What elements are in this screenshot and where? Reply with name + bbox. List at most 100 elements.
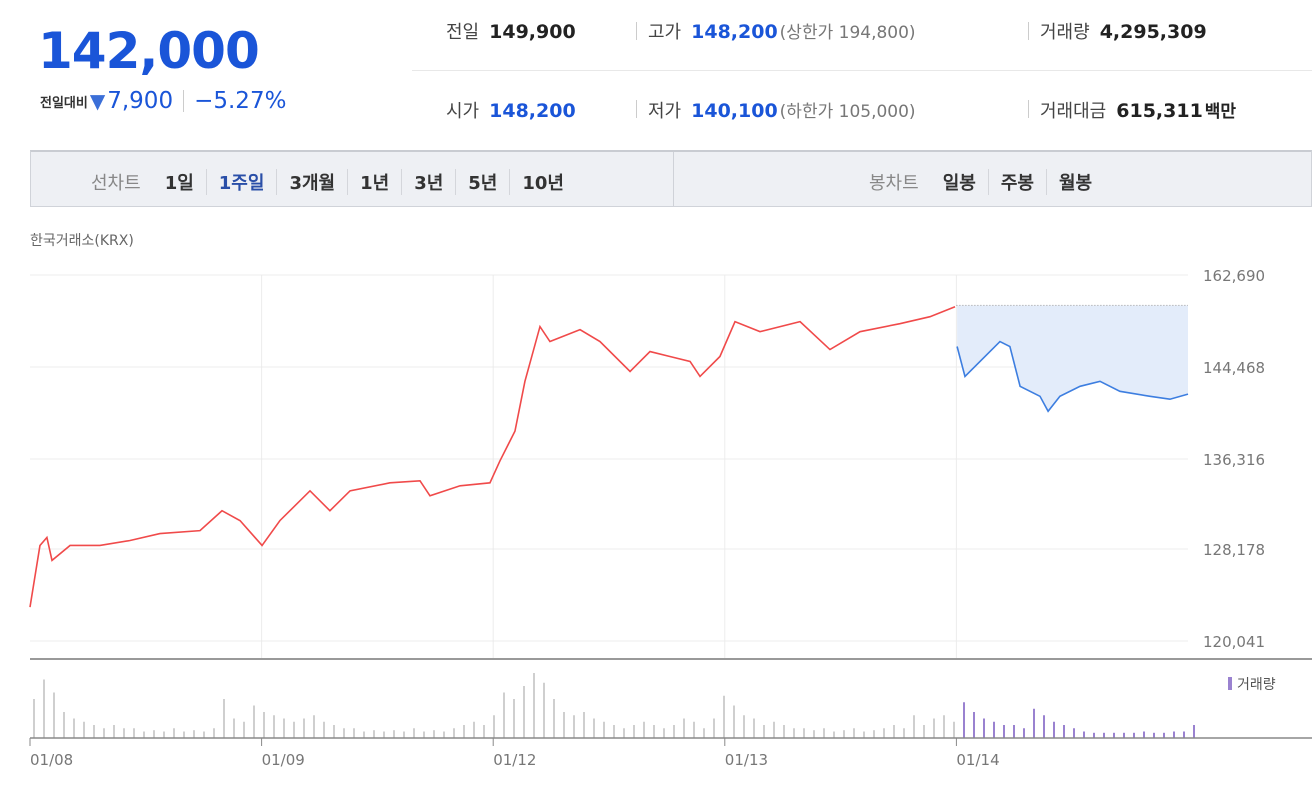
volume-bar	[313, 715, 315, 738]
x-tick-label: 01/09	[262, 751, 305, 769]
volume-bar	[673, 725, 675, 738]
volume-bar	[573, 715, 575, 738]
volume-bar	[323, 721, 325, 738]
volume-bar	[693, 721, 695, 738]
volume-bar	[733, 705, 735, 738]
volume-bar	[493, 715, 495, 738]
period-tab[interactable]: 주봉	[987, 169, 1046, 195]
volume-bar	[223, 699, 225, 738]
volume-bar	[153, 730, 155, 738]
unit: 백만	[1204, 102, 1237, 122]
volume-bar	[783, 725, 785, 738]
volume-bar	[983, 718, 985, 738]
volume-bar	[813, 730, 815, 738]
volume-bar	[893, 725, 895, 738]
volume-bar	[33, 699, 35, 738]
volume-bar	[83, 721, 85, 738]
volume-bar	[43, 679, 45, 738]
volume-bar	[973, 712, 975, 738]
volume-bar	[663, 728, 665, 738]
volume-bar	[63, 712, 65, 738]
stat-amount: 거래대금 615,311 백만	[1040, 97, 1236, 123]
stats-divider	[412, 70, 1312, 71]
period-tab[interactable]: 1일	[164, 173, 194, 194]
volume-bar	[453, 728, 455, 738]
stat-open: 시가 148,200	[446, 97, 576, 123]
volume-bar	[1173, 731, 1175, 738]
volume-bar	[1033, 708, 1035, 738]
volume-bar	[1013, 725, 1015, 738]
volume-bar	[423, 731, 425, 738]
volume-bar	[513, 699, 515, 738]
volume-bar	[633, 725, 635, 738]
volume-bar	[53, 692, 55, 738]
period-tab[interactable]: 3년	[401, 169, 455, 195]
period-tab[interactable]: 1주일	[205, 169, 277, 195]
volume-bar	[1193, 725, 1195, 738]
period-tab[interactable]: 5년	[455, 169, 509, 195]
volume-bar	[683, 718, 685, 738]
volume-bar	[933, 718, 935, 738]
volume-bar	[343, 728, 345, 738]
price-line-prior-days	[29, 305, 956, 608]
label: 거래량	[1040, 22, 1090, 43]
volume-bar	[1043, 715, 1045, 738]
volume-bar	[913, 715, 915, 738]
period-tab[interactable]: 월봉	[1045, 169, 1104, 195]
volume-bar	[923, 725, 925, 738]
stat-high: 고가 148,200 (상한가 194,800)	[648, 18, 916, 44]
volume-bar	[1083, 731, 1085, 738]
volume-bar	[963, 702, 965, 738]
stat-prev-close: 전일 149,900	[446, 18, 576, 44]
volume-bar	[883, 728, 885, 738]
stat-low: 저가 140,100 (하한가 105,000)	[648, 97, 916, 123]
volume-bar	[383, 731, 385, 738]
volume-bar	[393, 730, 395, 738]
y-tick-label: 136,316	[1203, 451, 1265, 469]
change-percent: −5.27%	[194, 88, 287, 114]
volume-bar	[1113, 732, 1115, 738]
volume-bar	[1153, 732, 1155, 738]
label: 저가	[648, 101, 682, 122]
volume-bar	[273, 715, 275, 738]
divider	[1028, 22, 1029, 40]
period-tab[interactable]: 1년	[347, 169, 401, 195]
volume-bar	[993, 721, 995, 738]
value: 148,200	[489, 100, 576, 122]
volume-bar	[833, 731, 835, 738]
lower-limit: (하한가 105,000)	[779, 102, 916, 122]
volume-bar	[643, 721, 645, 738]
line-chart-periods: 선차트 1일 1주일 3개월 1년 3년 5년 10년	[79, 169, 576, 195]
period-tab[interactable]: 일봉	[942, 173, 976, 194]
volume-bar	[723, 695, 725, 738]
divider	[183, 90, 185, 112]
value: 149,900	[489, 21, 576, 43]
volume-bar	[433, 730, 435, 738]
volume-bar	[523, 686, 525, 738]
price-line-today	[956, 340, 1189, 413]
volume-bar	[1163, 732, 1165, 738]
volume-bar	[1183, 731, 1185, 738]
price-change: 전일대비 ▼ 7,900 −5.27%	[40, 88, 286, 114]
volume-bar	[743, 715, 745, 738]
period-tab[interactable]: 10년	[509, 169, 576, 195]
volume-bar	[1123, 732, 1125, 738]
volume-bar	[1003, 725, 1005, 738]
exchange-label: 한국거래소(KRX)	[30, 233, 134, 249]
y-tick-label: 128,178	[1203, 541, 1265, 559]
volume-bar	[603, 721, 605, 738]
volume-bar	[863, 731, 865, 738]
volume-bar	[1133, 732, 1135, 738]
volume-bar	[853, 728, 855, 738]
chart-type-label: 봉차트	[869, 173, 919, 194]
volume-bar	[543, 682, 545, 738]
value: 615,311	[1116, 100, 1203, 122]
chart-type-label: 선차트	[91, 173, 141, 194]
divider	[636, 22, 637, 40]
volume-legend-swatch	[1228, 677, 1232, 690]
volume-bar	[563, 712, 565, 738]
label: 시가	[446, 101, 480, 122]
volume-bar	[1143, 731, 1145, 738]
period-tab[interactable]: 3개월	[276, 169, 347, 195]
value: 148,200	[691, 21, 778, 43]
